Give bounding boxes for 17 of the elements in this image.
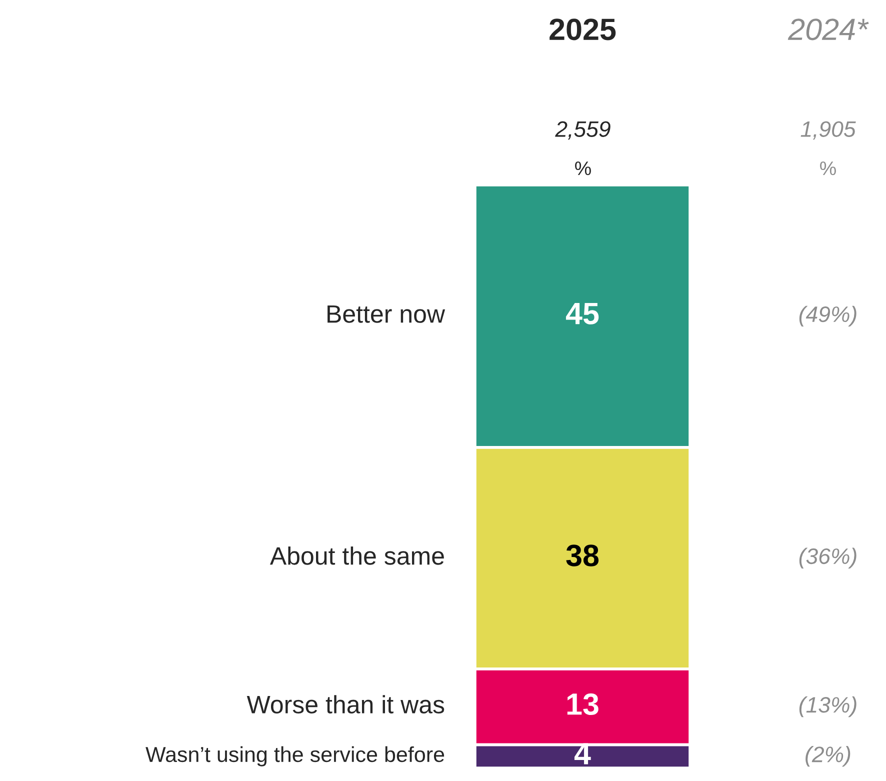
series-label: Wasn’t using the service before xyxy=(146,746,444,766)
text: % xyxy=(575,162,591,176)
text: 2,559 xyxy=(555,121,610,140)
series-label: Worse than it was xyxy=(246,695,444,714)
series-label: About the same xyxy=(270,546,444,565)
text: (2%) xyxy=(806,746,850,767)
series-label: Better now xyxy=(328,305,446,323)
text: (13%) xyxy=(799,696,856,718)
x-tick-label: 2025 xyxy=(550,18,616,40)
text: 2024* xyxy=(788,18,869,40)
text: (49%) xyxy=(799,306,856,327)
text: % xyxy=(820,162,836,176)
text: 1,905 xyxy=(800,121,856,140)
data-label: 38 xyxy=(566,544,599,566)
data-label: 13 xyxy=(567,693,598,716)
text: (36%) xyxy=(799,548,856,568)
data-label: 45 xyxy=(566,303,599,324)
